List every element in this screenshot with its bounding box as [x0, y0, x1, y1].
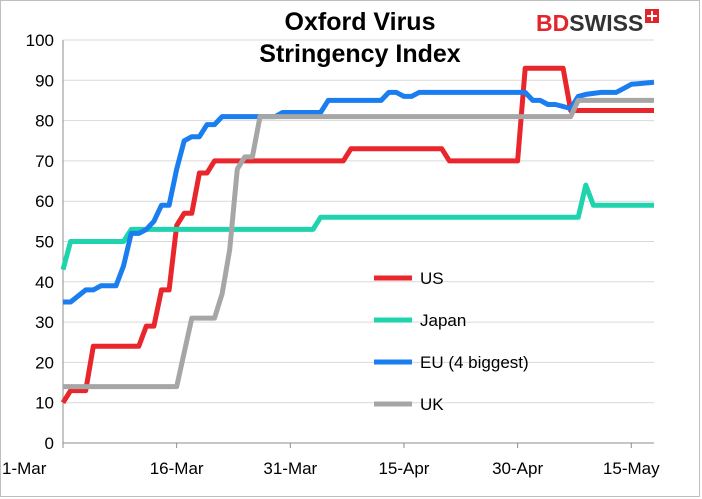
y-tick-label: 50 [35, 233, 54, 252]
series-lines [60, 65, 655, 405]
x-tick-label: 1-Mar [2, 459, 47, 478]
y-tick-label: 20 [35, 353, 54, 372]
logo-bd-text: BD [536, 10, 570, 36]
logo-swiss-text: SWISS [569, 10, 644, 36]
legend: US Japan EU (4 biggest) UK [374, 269, 529, 414]
y-tick-label: 0 [45, 434, 54, 453]
y-tick-label: 30 [35, 313, 54, 332]
x-tick-label: 15-May [603, 459, 660, 478]
legend-label: Japan [420, 311, 466, 330]
x-tick-label: 31-Mar [263, 459, 317, 478]
x-tick-label: 15-Apr [378, 459, 429, 478]
y-axis-ticks: 0 10 20 30 40 50 60 70 80 90 100 [26, 31, 54, 453]
series-line-us [60, 65, 654, 405]
legend-label: EU (4 biggest) [420, 353, 529, 372]
axes [62, 40, 654, 444]
y-tick-label: 80 [35, 112, 54, 131]
y-tick-label: 10 [35, 394, 54, 413]
y-tick-label: 100 [26, 31, 54, 50]
x-tick-label: 30-Apr [492, 459, 543, 478]
y-tick-label: 60 [35, 192, 54, 211]
y-tick-label: 90 [35, 71, 54, 90]
gridlines [63, 39, 654, 404]
series-line-eu-4-biggest [63, 79, 655, 305]
legend-label: UK [420, 395, 444, 414]
chart-title: Oxford Virus Stringency Index [190, 6, 530, 70]
series-line-japan [60, 182, 654, 271]
x-tick-label: 16-Mar [150, 459, 204, 478]
y-tick-label: 40 [35, 273, 54, 292]
series-line-uk [63, 97, 654, 390]
chart-title-line1: Oxford Virus [284, 8, 436, 36]
y-tick-label: 70 [35, 152, 54, 171]
bdswiss-logo: BDSWISS [536, 9, 660, 36]
x-axis-ticks: 1-Mar 16-Mar 31-Mar 15-Apr 30-Apr 15-May [2, 443, 660, 478]
chart-title-line2: Stringency Index [259, 40, 461, 68]
legend-label: US [420, 269, 444, 288]
swiss-cross-icon [645, 9, 660, 23]
